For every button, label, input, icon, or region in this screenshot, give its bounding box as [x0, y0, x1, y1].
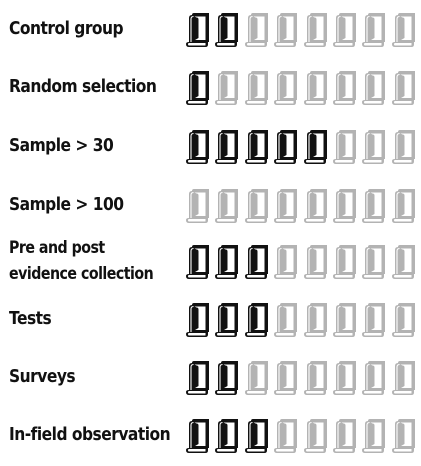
criteria-label: Surveys	[9, 364, 76, 390]
book-icon-empty	[362, 245, 386, 279]
rating-icon-strip	[186, 71, 418, 105]
rating-icon-strip	[186, 361, 418, 395]
book-icon-empty	[303, 419, 327, 453]
book-icon-empty	[244, 361, 268, 395]
book-icon-empty	[362, 189, 386, 223]
rating-icon-strip	[186, 130, 418, 164]
book-icon-filled	[274, 130, 298, 164]
criteria-row: Surveys	[0, 352, 421, 404]
criteria-row: Control group	[0, 4, 421, 56]
book-icon-empty	[215, 189, 239, 223]
book-icon-empty	[303, 303, 327, 337]
book-icon-filled	[215, 419, 239, 453]
criteria-label-line: Surveys	[9, 366, 76, 387]
book-icon-filled	[244, 419, 268, 453]
book-icon-filled	[215, 361, 239, 395]
book-icon-empty	[303, 189, 327, 223]
book-icon-empty	[391, 419, 415, 453]
criteria-label-line: evidence collection	[9, 264, 154, 283]
book-icon-filled	[215, 245, 239, 279]
book-icon-empty	[215, 71, 239, 105]
book-icon-empty	[391, 13, 415, 47]
book-icon-empty	[391, 189, 415, 223]
book-icon-empty	[391, 245, 415, 279]
rating-icon-strip	[186, 245, 418, 279]
book-icon-empty	[274, 245, 298, 279]
book-icon-empty	[333, 361, 356, 395]
criteria-label: In-field observation	[9, 422, 171, 448]
criteria-row: In-field observation	[0, 410, 421, 462]
criteria-row: Sample > 30	[0, 121, 421, 173]
book-icon-empty	[186, 189, 209, 223]
criteria-row: Sample > 100	[0, 180, 421, 232]
book-icon-filled	[215, 303, 239, 337]
criteria-label: Sample > 100	[9, 192, 124, 218]
book-icon-empty	[333, 303, 356, 337]
book-icon-empty	[274, 361, 298, 395]
criteria-label-line: Sample > 100	[9, 194, 124, 215]
book-icon-empty	[362, 361, 386, 395]
book-icon-empty	[303, 13, 327, 47]
book-icon-empty	[303, 361, 327, 395]
book-icon-empty	[362, 419, 386, 453]
book-icon-empty	[362, 71, 386, 105]
book-icon-filled	[186, 130, 209, 164]
book-icon-empty	[333, 71, 356, 105]
book-icon-empty	[362, 303, 386, 337]
book-icon-empty	[274, 303, 298, 337]
rating-icon-strip	[186, 13, 418, 47]
book-icon-filled	[186, 361, 209, 395]
book-icon-empty	[274, 71, 298, 105]
book-icon-empty	[244, 71, 268, 105]
book-icon-empty	[303, 245, 327, 279]
rating-icon-strip	[186, 419, 418, 453]
criteria-row: Tests	[0, 294, 421, 346]
book-icon-empty	[362, 13, 386, 47]
book-icon-filled	[186, 71, 209, 105]
criteria-label-line: Control group	[9, 18, 124, 39]
book-icon-filled	[215, 130, 239, 164]
book-icon-filled	[215, 13, 239, 47]
rating-icon-strip	[186, 189, 418, 223]
criteria-label-line: Random selection	[9, 76, 157, 97]
book-icon-filled	[244, 303, 268, 337]
book-icon-filled	[186, 419, 209, 453]
book-icon-filled	[186, 245, 209, 279]
rating-icon-strip	[186, 303, 418, 337]
criteria-row: Random selection	[0, 62, 421, 114]
book-icon-empty	[391, 130, 415, 164]
criteria-label: Random selection	[9, 74, 157, 100]
book-icon-empty	[244, 189, 268, 223]
book-icon-filled	[303, 130, 327, 164]
book-icon-empty	[333, 245, 356, 279]
book-icon-empty	[274, 13, 298, 47]
book-icon-empty	[274, 419, 298, 453]
book-icon-empty	[333, 189, 356, 223]
book-icon-empty	[362, 130, 386, 164]
book-icon-empty	[244, 13, 268, 47]
criteria-label: Sample > 30	[9, 133, 114, 159]
book-icon-empty	[274, 189, 298, 223]
book-icon-empty	[303, 71, 327, 105]
criteria-label-line: Tests	[9, 308, 52, 329]
criteria-label-line: Sample > 30	[9, 135, 114, 156]
book-icon-filled	[244, 130, 268, 164]
criteria-label: Control group	[9, 16, 124, 42]
book-icon-filled	[244, 245, 268, 279]
criteria-label: Pre and post evidence collection	[9, 235, 154, 287]
book-icon-empty	[391, 303, 415, 337]
criteria-label: Tests	[9, 306, 52, 332]
criteria-label-line: In-field observation	[9, 424, 171, 445]
criteria-row: Pre and post evidence collection	[0, 236, 421, 288]
book-icon-empty	[391, 71, 415, 105]
book-icon-empty	[333, 130, 356, 164]
book-icon-filled	[186, 303, 209, 337]
book-icon-empty	[333, 419, 356, 453]
criteria-label-line: Pre and post	[9, 238, 105, 257]
book-icon-empty	[391, 361, 415, 395]
book-icon-empty	[333, 13, 356, 47]
book-icon-filled	[186, 13, 209, 47]
